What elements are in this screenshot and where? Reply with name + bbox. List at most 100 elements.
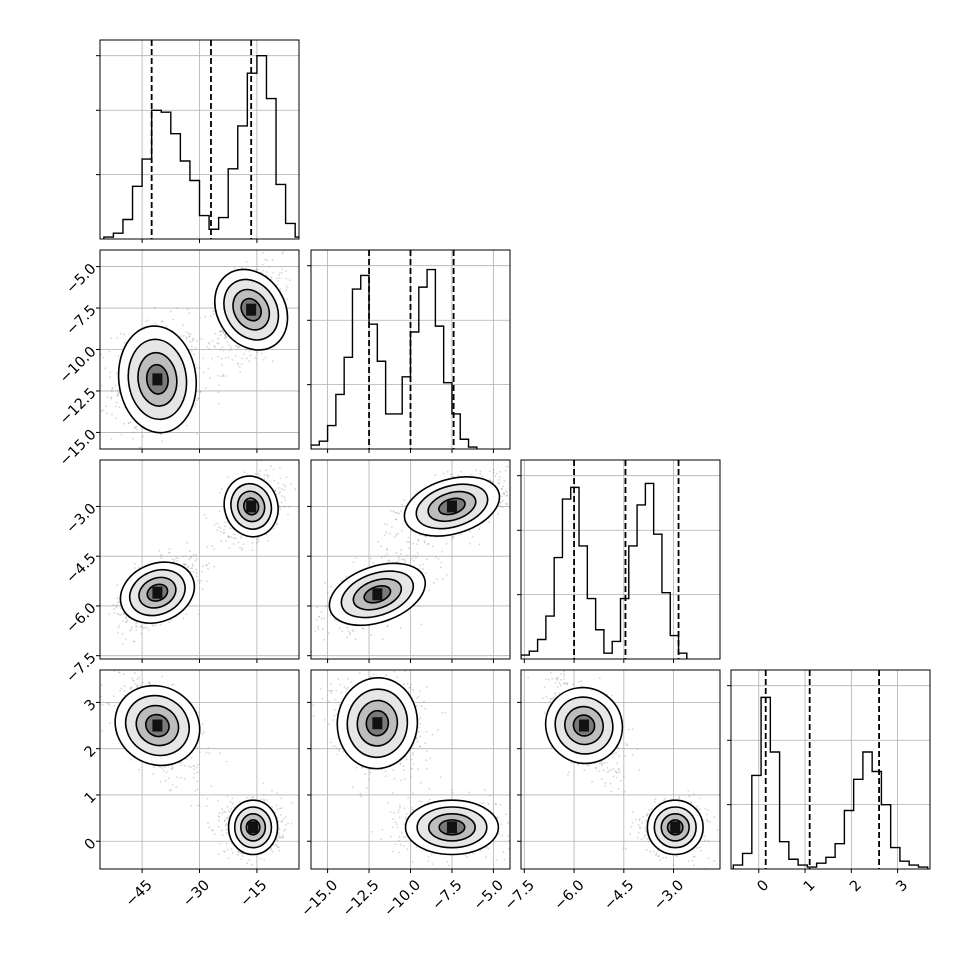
- scatter-point: [285, 277, 288, 280]
- scatter-point: [116, 392, 119, 395]
- y-tick-label: −6.0: [63, 600, 99, 636]
- scatter-point: [228, 349, 231, 352]
- scatter-point: [138, 566, 140, 569]
- scatter-point: [229, 801, 232, 803]
- scatter-point: [123, 613, 126, 616]
- scatter-point: [426, 543, 429, 546]
- scatter-point: [287, 513, 289, 516]
- scatter-point: [457, 474, 460, 477]
- scatter-point: [200, 579, 203, 582]
- scatter-point: [285, 289, 288, 291]
- scatter-point: [411, 557, 414, 560]
- scatter-point: [190, 756, 193, 759]
- scatter-point: [441, 550, 444, 553]
- scatter-point: [390, 509, 392, 512]
- scatter-point: [236, 362, 239, 364]
- scatter-point: [372, 562, 374, 564]
- scatter-point: [361, 627, 364, 630]
- scatter-point: [117, 671, 120, 673]
- scatter-point: [240, 858, 243, 860]
- scatter-point: [113, 695, 115, 697]
- scatter-point: [435, 556, 437, 558]
- scatter-point: [398, 512, 401, 515]
- scatter-point: [334, 619, 336, 621]
- scatter-point: [261, 263, 264, 266]
- scatter-point: [507, 465, 510, 468]
- scatter-point: [424, 572, 427, 575]
- scatter-point: [208, 342, 211, 345]
- scatter-point: [163, 770, 165, 772]
- scatter-point: [303, 611, 305, 613]
- scatter-point: [276, 523, 279, 526]
- scatter-point: [233, 267, 236, 269]
- scatter-point: [227, 535, 230, 538]
- scatter-point: [186, 541, 189, 544]
- scatter-point: [192, 571, 195, 573]
- scatter-point: [170, 768, 173, 771]
- scatter-point: [478, 528, 481, 531]
- scatter-point: [189, 555, 192, 558]
- scatter-point: [147, 629, 150, 632]
- scatter-point: [278, 277, 281, 279]
- scatter-point: [173, 559, 176, 561]
- scatter-point: [169, 789, 171, 792]
- scatter-point: [230, 346, 233, 349]
- scatter-point: [281, 495, 283, 497]
- scatter-point: [187, 332, 190, 335]
- scatter-point: [192, 338, 195, 341]
- scatter-point: [217, 391, 220, 394]
- scatter-point: [159, 766, 161, 768]
- scatter-point: [157, 457, 159, 459]
- scatter-point: [263, 798, 265, 801]
- scatter-point: [182, 334, 185, 337]
- scatter-point: [270, 847, 273, 850]
- scatter-point: [274, 489, 277, 492]
- scatter-point: [504, 490, 507, 492]
- scatter-point: [263, 800, 266, 802]
- scatter-point: [232, 543, 235, 545]
- scatter-point: [119, 607, 122, 610]
- scatter-point: [220, 540, 223, 543]
- scatter-point: [95, 679, 97, 681]
- scatter-point: [404, 561, 407, 563]
- scatter-point: [257, 540, 260, 543]
- scatter-point: [189, 570, 192, 573]
- histogram-step: [521, 482, 688, 659]
- scatter-point: [251, 549, 254, 552]
- scatter-point: [213, 345, 216, 348]
- scatter-point: [115, 606, 118, 609]
- scatter-point: [225, 540, 228, 542]
- scatter-point: [469, 530, 471, 533]
- scatter-point: [222, 373, 225, 376]
- scatter-point: [460, 470, 462, 473]
- scatter-point: [279, 508, 282, 510]
- scatter-point: [240, 362, 243, 365]
- scatter-point: [160, 320, 163, 323]
- scatter-point: [116, 613, 119, 615]
- scatter-point: [503, 493, 505, 495]
- scatter-point: [277, 487, 280, 489]
- scatter-point: [111, 388, 113, 390]
- scatter-point: [201, 732, 204, 735]
- scatter-point: [217, 374, 220, 377]
- scatter-point: [153, 306, 156, 309]
- scatter-point: [191, 567, 194, 570]
- scatter-point: [472, 535, 474, 538]
- scatter-point: [279, 477, 282, 480]
- scatter-point: [224, 333, 227, 336]
- scatter-point: [262, 359, 265, 361]
- scatter-point: [349, 632, 352, 634]
- scatter-point: [248, 360, 251, 363]
- scatter-point: [131, 677, 133, 679]
- scatter-point: [172, 318, 175, 321]
- scatter-point: [407, 536, 410, 539]
- scatter-point: [219, 330, 222, 333]
- scatter-point: [192, 337, 195, 340]
- scatter-point: [117, 393, 120, 396]
- scatter-point: [513, 490, 515, 492]
- scatter-point: [294, 488, 297, 490]
- scatter-point: [113, 607, 115, 610]
- scatter-point: [227, 535, 230, 537]
- scatter-point: [182, 563, 185, 566]
